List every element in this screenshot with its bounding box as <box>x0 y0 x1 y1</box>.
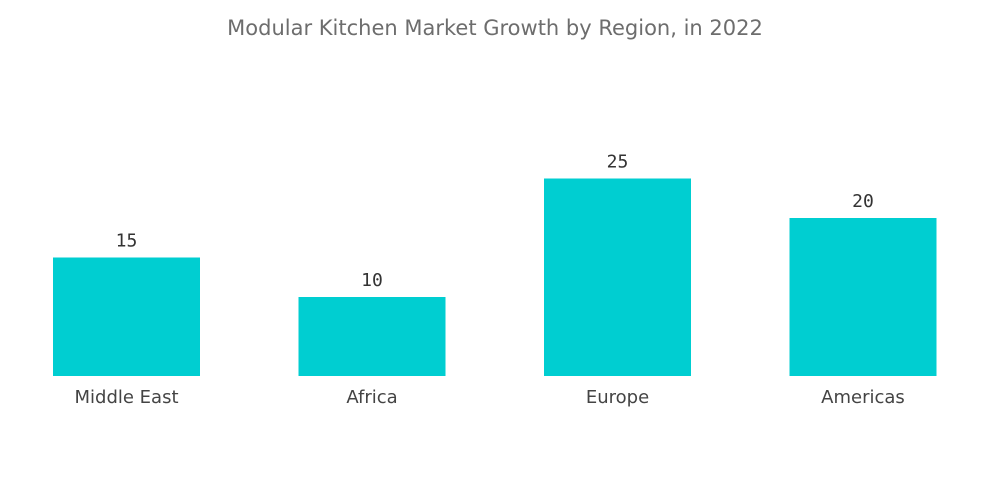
value-labels-group: 15 10 25 20 <box>116 152 874 292</box>
category-label-middle-east: Middle East <box>74 387 178 408</box>
bar-europe <box>544 178 691 376</box>
bars-group <box>53 178 937 376</box>
category-label-africa: Africa <box>346 387 397 408</box>
value-label-europe: 25 <box>607 152 629 173</box>
bar-middle-east <box>53 257 200 376</box>
category-label-americas: Americas <box>821 387 905 408</box>
chart-title: Modular Kitchen Market Growth by Region,… <box>227 16 763 40</box>
category-label-europe: Europe <box>586 387 649 408</box>
bar-americas <box>789 218 937 376</box>
value-label-africa: 10 <box>361 270 383 291</box>
bar-africa <box>298 297 446 376</box>
value-label-americas: 20 <box>852 191 874 212</box>
value-label-middle-east: 15 <box>116 231 138 252</box>
category-labels-group: Middle East Africa Europe Americas <box>74 387 904 408</box>
